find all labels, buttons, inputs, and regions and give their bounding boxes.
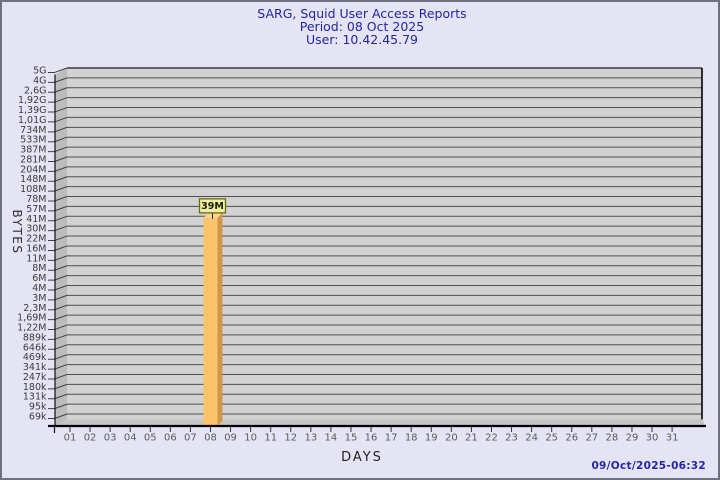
y-tick-label: 69k <box>29 412 47 423</box>
y-tick-label: 16M <box>26 243 46 254</box>
x-tick-label: 23 <box>505 433 518 444</box>
x-tick-label: 17 <box>385 433 398 444</box>
x-tick-label: 21 <box>465 433 478 444</box>
bar-day-08 <box>203 217 218 426</box>
y-tick-label: 1,69M <box>17 313 46 324</box>
y-tick-label: 30M <box>26 224 46 235</box>
y-tick-label: 533M <box>20 135 46 146</box>
x-tick-label: 25 <box>545 433 558 444</box>
y-tick-label: 204M <box>20 164 46 175</box>
bar-side-face <box>217 212 223 426</box>
y-axis-title: BYTES <box>10 209 24 255</box>
y-tick-label: 1,92G <box>18 95 47 106</box>
y-tick-label: 3M <box>32 293 46 304</box>
chart-user: User: 10.42.45.79 <box>306 32 418 47</box>
y-tick-label: 180k <box>23 382 47 393</box>
y-tick-label: 1,39G <box>18 105 47 116</box>
y-tick-label: 11M <box>26 253 46 264</box>
x-tick-label: 06 <box>164 433 177 444</box>
y-tick-label: 469k <box>23 352 47 363</box>
y-tick-label: 57M <box>26 204 46 215</box>
y-tick-label: 95k <box>29 402 47 413</box>
chart-period: Period: 08 Oct 2025 <box>299 19 425 34</box>
value-label-box <box>198 198 227 214</box>
y-tick-label: 646k <box>23 342 47 353</box>
x-tick-label: 28 <box>606 433 619 444</box>
x-tick-label: 01 <box>64 433 77 444</box>
y-tick-label: 247k <box>23 372 47 383</box>
y-tick-label: 41M <box>26 214 46 225</box>
y-tick-label: 22M <box>26 234 46 245</box>
x-tick-label: 20 <box>445 433 458 444</box>
y-tick-label: 131k <box>23 392 47 403</box>
x-tick-label: 16 <box>365 433 378 444</box>
x-tick-label: 13 <box>304 433 317 444</box>
x-tick-label: 24 <box>525 433 538 444</box>
y-tick-mark <box>48 67 68 73</box>
x-tick-label: 29 <box>626 433 639 444</box>
x-tick-label: 12 <box>284 433 297 444</box>
y-tick-label: 5G <box>33 66 46 77</box>
x-tick-label: 22 <box>485 433 498 444</box>
y-tick-label: 341k <box>23 362 47 373</box>
x-tick-label: 14 <box>325 433 338 444</box>
y-tick-label: 78M <box>26 194 46 205</box>
y-tick-label: 2,3M <box>23 303 46 314</box>
x-tick-label: 27 <box>585 433 598 444</box>
x-tick-label: 09 <box>224 433 237 444</box>
y-tick-label: 8M <box>32 263 46 274</box>
x-tick-label: 10 <box>244 433 257 444</box>
chart-header: SARG, Squid User Access Reports Period: … <box>4 6 718 47</box>
y-tick-label: 387M <box>20 145 46 156</box>
x-tick-label: 11 <box>264 433 277 444</box>
y-tick-label: 734M <box>20 125 46 136</box>
x-tick-label: 31 <box>666 433 679 444</box>
x-axis-title: DAYS <box>341 450 383 465</box>
x-tick-label: 07 <box>184 433 197 444</box>
value-label-text: 39M <box>201 201 224 212</box>
y-tick-label: 108M <box>20 184 46 195</box>
chart-plot-panel <box>67 68 702 420</box>
y-tick-label: 6M <box>32 273 46 284</box>
y-tick-label: 1,22M <box>17 323 46 334</box>
y-tick-label: 281M <box>20 154 46 165</box>
y-tick-label: 148M <box>20 174 46 185</box>
x-tick-label: 05 <box>144 433 157 444</box>
y-tick-label: 4M <box>32 283 46 294</box>
x-tick-label: 30 <box>646 433 659 444</box>
x-tick-label: 19 <box>425 433 438 444</box>
x-tick-label: 18 <box>405 433 418 444</box>
y-tick-label: 1,01G <box>18 115 47 126</box>
y-tick-label: 2,6G <box>24 85 46 96</box>
x-tick-label: 08 <box>204 433 217 444</box>
chart-title: SARG, Squid User Access Reports <box>257 6 467 21</box>
x-tick-label: 03 <box>104 433 117 444</box>
x-tick-label: 04 <box>124 433 137 444</box>
x-tick-label: 15 <box>345 433 358 444</box>
x-tick-label: 02 <box>84 433 97 444</box>
generated-timestamp: 09/Oct/2025-06:32 <box>591 460 706 472</box>
y-tick-label: 889k <box>23 332 47 343</box>
y-tick-label: 4G <box>33 75 46 86</box>
x-tick-label: 26 <box>565 433 578 444</box>
